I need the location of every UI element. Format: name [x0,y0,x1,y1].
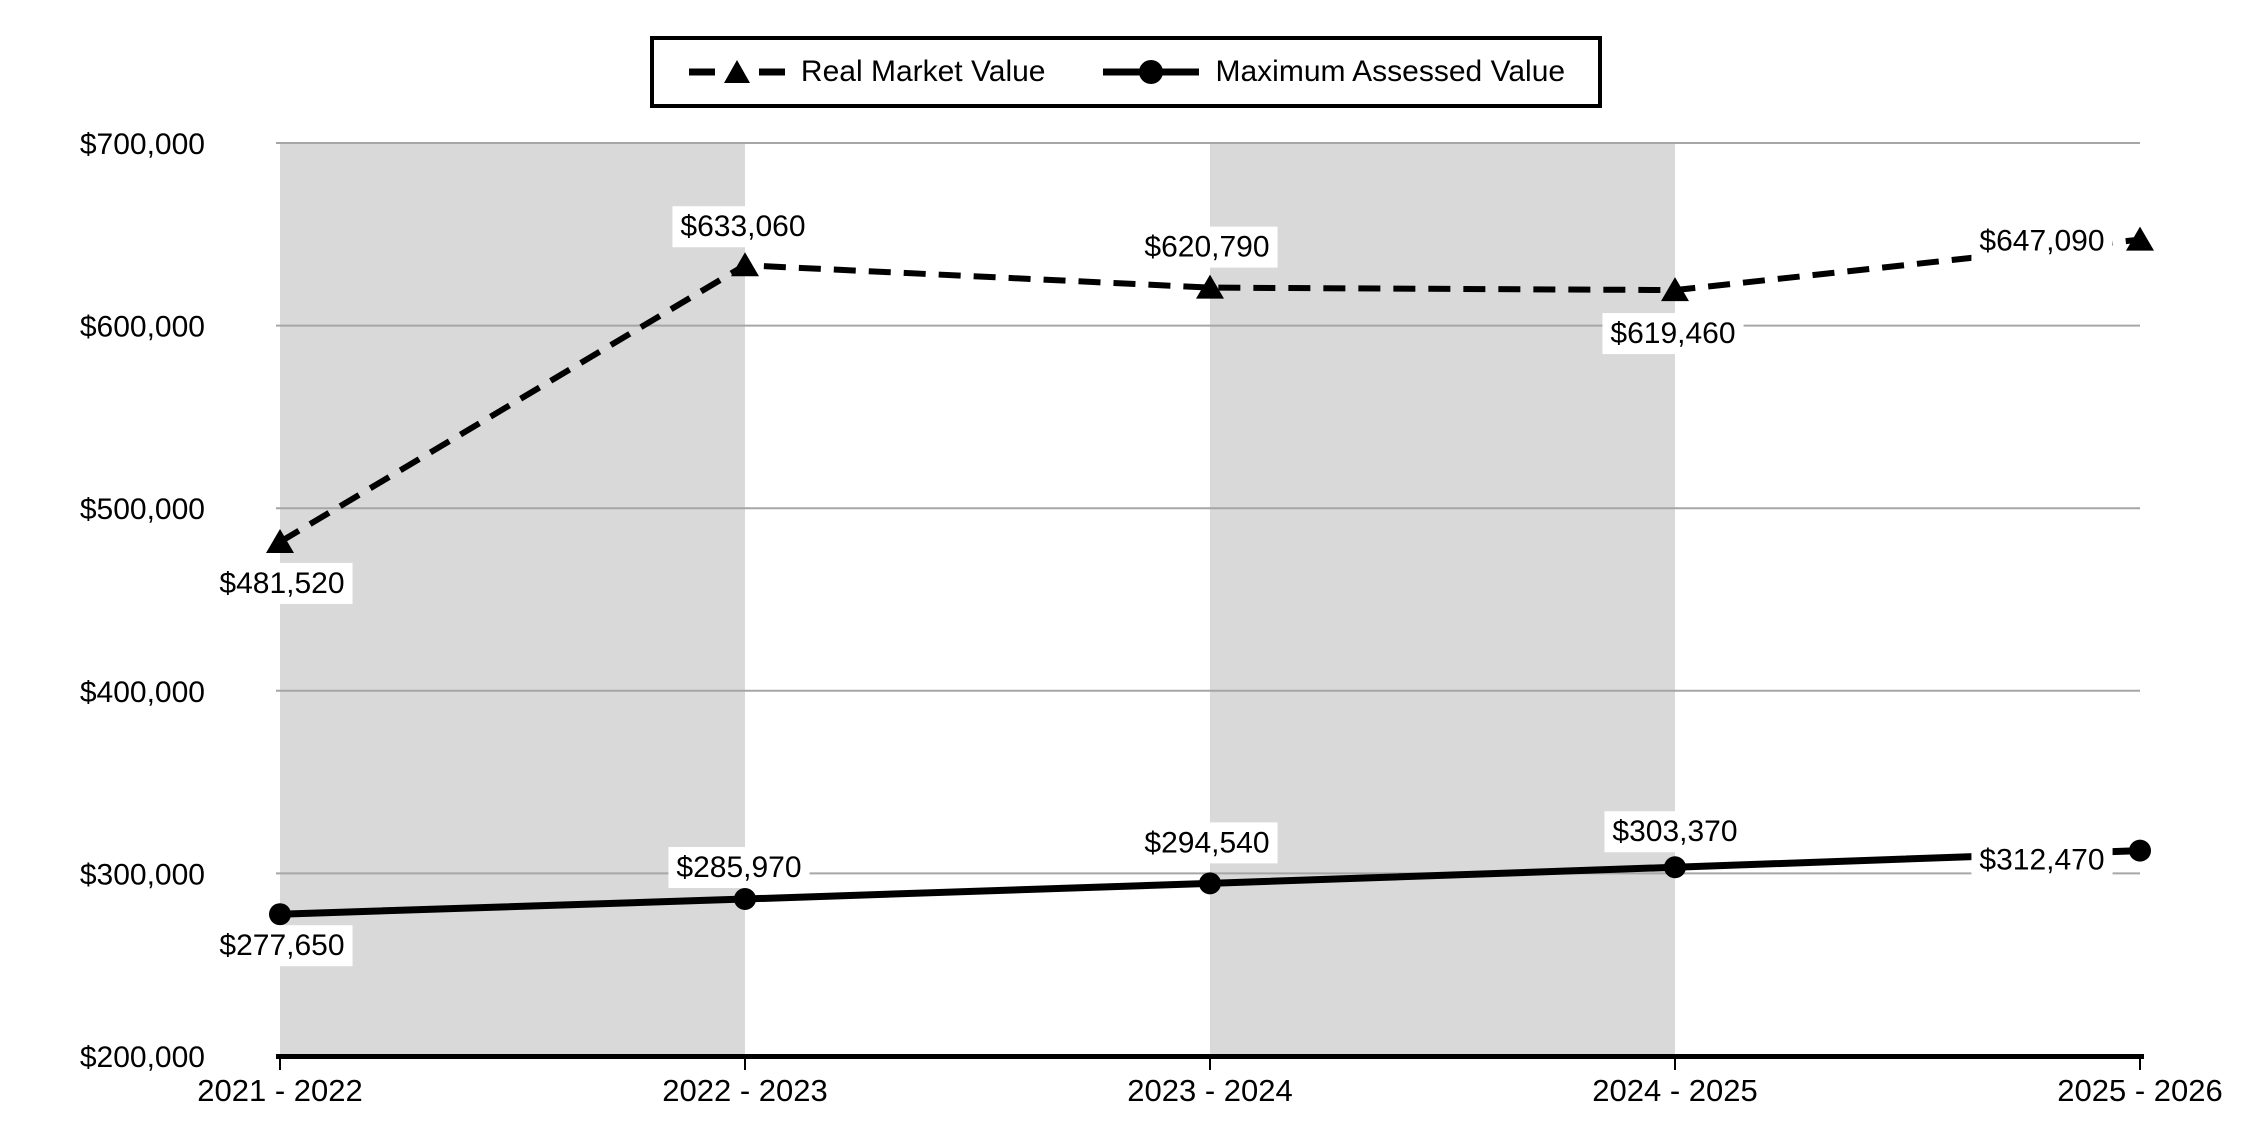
marker-triangle [1661,277,1689,302]
x-tick-label: 2024 - 2025 [1592,1073,1757,1108]
x-tick-label: 2023 - 2024 [1127,1073,1292,1108]
legend-item-maximum-assessed-value: Maximum Assessed Value [1101,55,1565,89]
data-label: $285,970 [676,851,801,884]
marker-triangle [2126,226,2154,251]
legend-label-real-market-value: Real Market Value [800,55,1046,88]
data-label: $481,520 [219,567,344,600]
y-tick-label: $600,000 [80,311,205,344]
y-tick-label: $200,000 [80,1041,205,1074]
dashed-line-triangle-marker-icon [688,60,785,83]
marker-triangle [731,252,759,277]
data-label-bg [1602,313,1744,355]
chart-legend: Real Market Value Maximum Assessed Value [650,36,1602,108]
marker-circle [1199,872,1221,895]
plot-band [1210,143,1675,1056]
y-tick-label: $400,000 [80,676,205,709]
data-label-bg [1604,811,1746,853]
data-label: $303,370 [1612,815,1737,848]
y-tick-label: $700,000 [80,128,205,161]
marker-circle [1664,856,1686,879]
data-label-bg [1136,226,1278,268]
data-label: $620,790 [1144,231,1269,264]
marker-circle [269,903,291,926]
data-label-bg [211,925,353,967]
marker-circle [734,888,756,911]
series-line-real-market-value [278,236,2141,545]
x-tick-label: 2025 - 2026 [2057,1073,2222,1108]
legend-label-maximum-assessed-value: Maximum Assessed Value [1215,55,1566,88]
data-label-bg [672,206,814,248]
solid-line-circle-marker-icon [1103,60,1200,84]
data-label-bg [668,847,810,889]
y-tick-label: $500,000 [80,493,205,526]
data-label-bg [1136,822,1278,864]
data-label-bg [1971,839,2113,881]
data-label: $312,470 [1979,844,2104,877]
x-tick-label: 2022 - 2023 [662,1073,827,1108]
data-label: $633,060 [680,210,805,243]
x-tick-label: 2021 - 2022 [197,1073,362,1108]
marker-circle [2129,839,2151,862]
y-tick-label: $300,000 [80,858,205,891]
marker-triangle [266,528,294,553]
legend-item-real-market-value: Real Market Value [687,55,1046,89]
marker-triangle [1196,274,1224,299]
data-label-bg [1971,220,2113,262]
data-label: $294,540 [1144,826,1269,859]
data-label: $619,460 [1610,317,1735,350]
x-axis-line [276,1054,2144,1059]
data-label: $647,090 [1979,225,2104,258]
data-label-bg [211,562,353,604]
data-label: $277,650 [219,929,344,962]
